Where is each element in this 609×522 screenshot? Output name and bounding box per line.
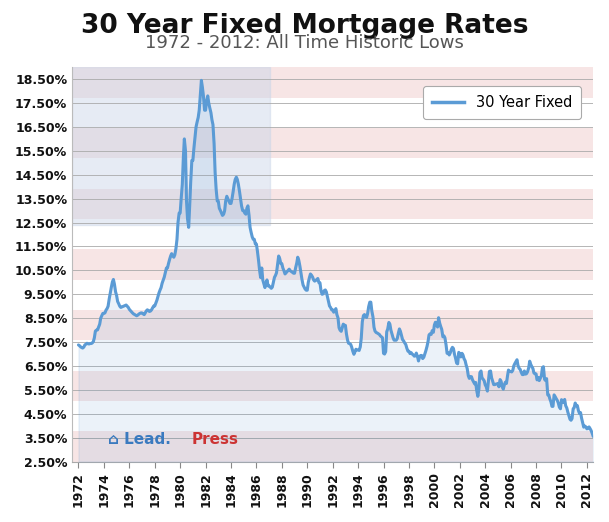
Bar <box>72 371 593 401</box>
Text: 1972 - 2012: All Time Historic Lows: 1972 - 2012: All Time Historic Lows <box>145 34 464 52</box>
Bar <box>72 98 593 128</box>
Bar <box>72 219 593 249</box>
Bar <box>72 280 593 310</box>
Bar <box>72 431 593 461</box>
Bar <box>72 401 593 431</box>
Text: ⌂ Lead.: ⌂ Lead. <box>108 432 171 447</box>
Text: Press: Press <box>192 432 239 447</box>
Bar <box>72 67 593 98</box>
Bar <box>72 249 593 280</box>
Text: 30 Year Fixed Mortgage Rates: 30 Year Fixed Mortgage Rates <box>81 13 528 39</box>
Bar <box>72 188 593 219</box>
Bar <box>72 340 593 371</box>
Bar <box>72 158 593 188</box>
Bar <box>72 128 593 158</box>
Legend: 30 Year Fixed: 30 Year Fixed <box>423 86 581 119</box>
Bar <box>72 310 593 340</box>
